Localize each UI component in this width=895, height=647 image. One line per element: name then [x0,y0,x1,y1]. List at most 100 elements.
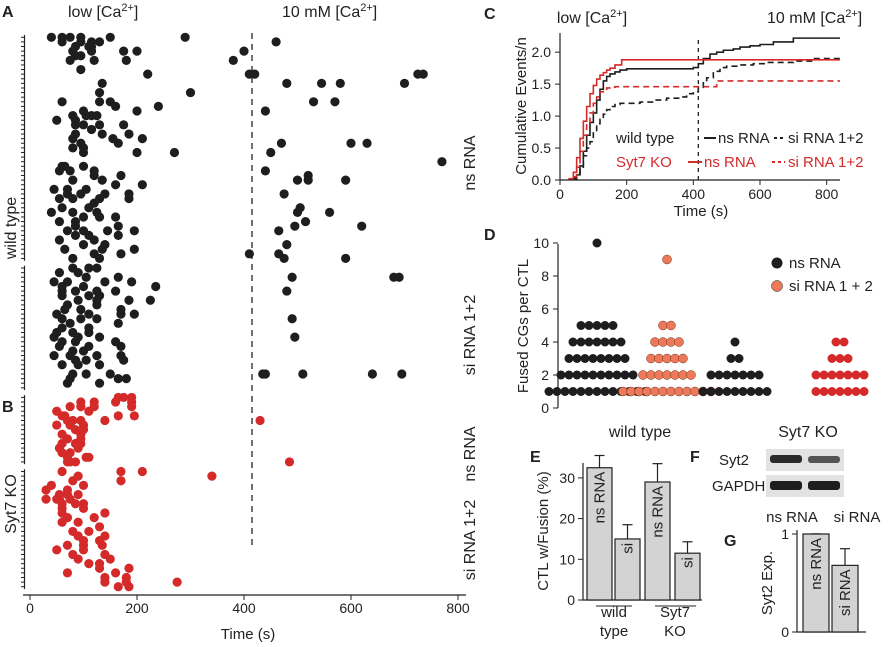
raster-event-dot [137,180,147,190]
raster-event-dot [94,37,105,47]
raster-event-dot [62,568,73,578]
panel-d-dot [576,321,586,330]
panel-g-y-ticks: 01 [781,526,797,640]
raster-event-dot [124,295,134,305]
raster-event-dot [113,138,123,148]
panel-d-dot [604,370,614,380]
panel-d-dot [658,386,668,397]
raster-event-dot [65,166,75,176]
raster-event-dot [68,193,78,204]
panel-d-dot [552,387,562,396]
panel-d-dot [638,370,648,380]
raster-event-dot [116,170,126,181]
raster-event-dot [62,540,73,550]
panel-d-dot [726,354,736,363]
raster-event-dot [260,369,270,379]
raster-event-dot [287,272,297,282]
raster-event-dot [54,341,65,351]
raster-x-tick-label: 200 [125,600,149,616]
panel-d-dot [576,337,586,347]
raster-event-dot [124,563,134,573]
raster-event-dot [111,212,121,222]
western-blot: Syt2 GAPDH ns RNA si RNA [712,449,880,526]
panel-d-dot [556,370,566,380]
raster-event-dot [94,360,105,370]
panel-e-group-wt-line1: wild [600,604,627,621]
raster-event-dot [54,268,65,278]
raster-event-dot [100,277,110,287]
panel-d-dot [730,337,740,347]
legend-row1-name: wild type [615,130,674,147]
panel-c-x-tick-label: 400 [682,186,706,202]
panel-c-y-ticks: 0.0 0.5 1.0 1.5 2.0 [532,44,560,188]
panel-d-dot [762,387,772,396]
panel-d-dot [544,387,554,396]
raster-event-dot [70,337,81,347]
panel-d-dot [827,354,837,363]
raster-event-dot [290,221,300,231]
raster-event-dot [70,120,81,130]
panel-d-dot [678,353,688,364]
raster-group-wildtype: wild type [3,197,20,260]
panel-e-y-label: CTL w/Fusion (%) [535,471,552,590]
panel-d-dot [580,370,590,380]
panel-d-dot [620,354,630,363]
panel-d-dot [584,387,594,396]
panel-d-dot [662,254,672,265]
raster-event-dot [62,378,73,388]
raster-event-dot [137,134,147,144]
raster-event-dot [255,415,265,426]
panel-c-y-label: Cumulative Events/n [513,37,530,175]
raster-event-dot [335,78,345,88]
panel-d-dot [572,370,582,380]
panel-d-dot [604,354,614,363]
panel-d-dot [827,387,837,396]
raster-event-dot [57,97,67,107]
panel-c-x-label: Time (s) [674,203,728,220]
raster-event-dot [54,193,65,204]
panel-d-dot [754,387,764,396]
raster-event-dot [111,101,121,112]
raster-event-dot [73,554,83,564]
raster-event-dot [89,170,99,181]
panel-d-dot [706,370,716,380]
raster-plot: low [Ca2+] 10 mM [Ca2+] 0 200 400 600 800 Ti… [3,2,479,643]
panel-d-dot [674,386,684,397]
panel-d-dot [584,321,594,330]
panel-g-y-label: Syt2 Exp. [759,551,776,615]
panel-d-dot [851,387,861,396]
raster-event-dot [84,309,94,319]
panel-c-legend: wild type ns RNA si RNA 1+2 Syt7 KO ns R… [615,130,863,171]
raster-event-dot [100,508,110,518]
raster-event-dot [49,277,59,287]
raster-event-dot [68,207,78,217]
panel-d-dot [608,337,618,347]
panel-d-dot [835,354,845,363]
raster-event-dot [279,253,289,264]
raster-x-tick-label: 0 [26,600,34,616]
panel-d-dot [722,370,732,380]
raster-cond-wt-si: si RNA 1+2 [462,295,479,376]
raster-event-dot [113,411,123,421]
panel-d-dot [568,337,578,347]
raster-event-dot [119,355,129,365]
raster-event-dot [437,157,447,167]
raster-event-dot [84,406,94,416]
raster-event-dot [60,244,70,254]
panel-d-dot [600,387,610,396]
raster-event-dot [102,226,113,236]
panel-d-dot [608,387,618,396]
panel-d-dot [620,370,630,380]
raster-event-dot [57,291,67,301]
raster-event-dot [97,244,107,254]
raster-event-dot [137,466,147,477]
panel-d-dot [811,370,821,380]
panel-d-dot [646,353,656,364]
panel-d-dot [572,354,582,363]
panel-c-x-tick-label: 0 [556,186,564,202]
raster-event-dot [303,175,313,185]
raster-event-dot [78,503,89,513]
raster-event-dot [113,272,123,282]
raster-event-dot [94,522,105,532]
